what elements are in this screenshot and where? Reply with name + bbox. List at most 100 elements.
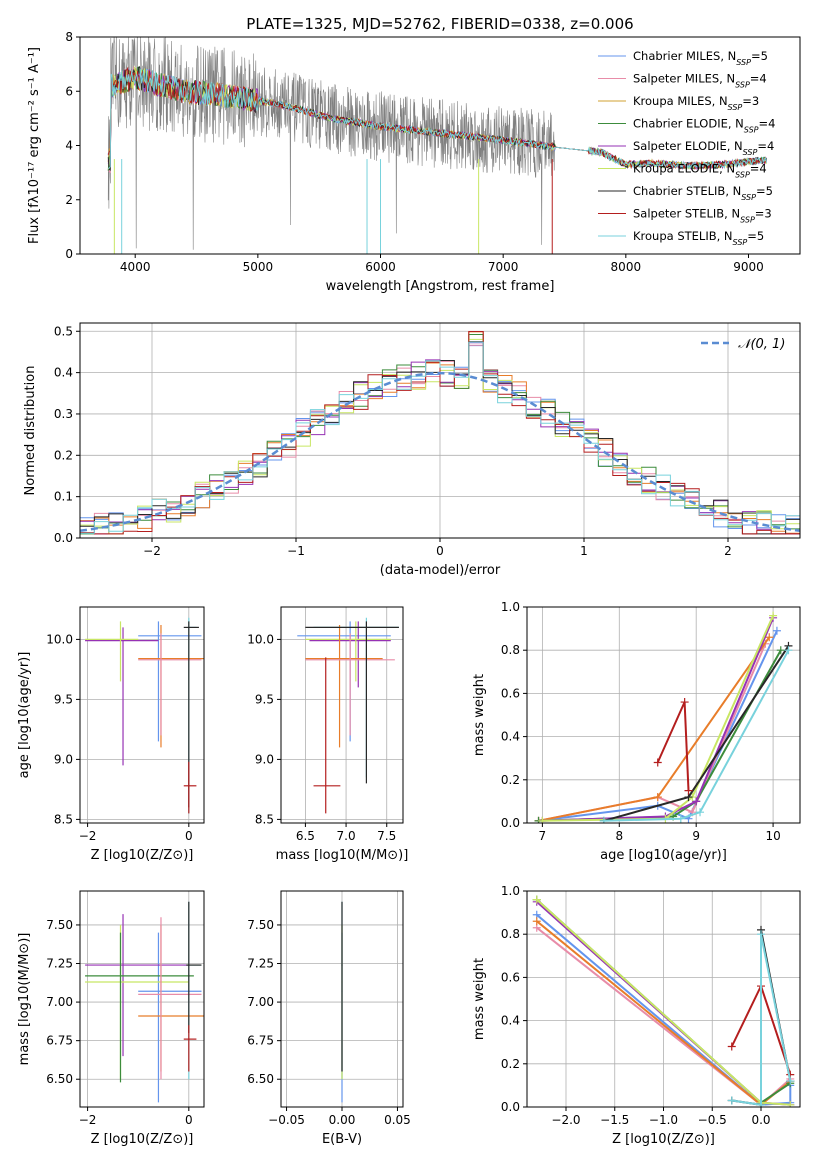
x-tick-label: 4000 (120, 260, 151, 274)
y-tick-label: 0.1 (54, 490, 73, 504)
legend-nssp: =4 (750, 72, 767, 86)
x-axis-label: Z [log10(Z/Z⊙)] (91, 848, 194, 863)
gaussian-curve (80, 371, 800, 533)
x-tick-label: −0.05 (268, 1113, 305, 1127)
legend-nssp: =5 (756, 184, 773, 198)
panel-age_vs_Z: −2 0 8.5 9.0 9.5 10.0 Z [log10(Z/Z⊙)] age [log1… (17, 606, 205, 863)
y-tick-label: 9.0 (255, 752, 274, 766)
y-axis-label: mass weight (472, 674, 487, 756)
y-tick-label: 0.3 (54, 407, 73, 421)
weight-marker (684, 786, 693, 795)
x-axis-label: Z [log10(Z/Z⊙)] (91, 1132, 194, 1147)
weight-marker (599, 816, 608, 823)
weight-marker (680, 698, 689, 707)
errorbar-point (138, 621, 202, 742)
legend-entry: Salpeter STELIB, NSSP=3 (633, 207, 772, 225)
legend-subscript: SSP (733, 238, 748, 247)
weight-marker (696, 808, 705, 817)
y-tick-label: 0.8 (501, 927, 520, 941)
figure-title: PLATE=1325, MJD=52762, FIBERID=0338, z=0… (246, 15, 633, 33)
y-tick-label: 0.4 (501, 1014, 520, 1028)
weight-series (653, 698, 693, 795)
x-tick-label: 2 (724, 544, 732, 558)
y-tick-label: 7.25 (247, 957, 274, 971)
y-tick-label: 10.0 (46, 632, 73, 646)
y-tick-label: 10.0 (247, 632, 274, 646)
legend-subscript: SSP (743, 148, 758, 157)
x-axis-label: age [log10(age/yr)] (600, 848, 727, 863)
y-tick-label: 0.8 (501, 643, 520, 657)
y-tick-label: 1.0 (501, 600, 520, 614)
legend-subscript: SSP (740, 215, 755, 224)
legend-subscript: SSP (735, 170, 750, 179)
observed-spectrum-line (107, 37, 555, 250)
legend-subscript: SSP (728, 103, 743, 112)
legend-nssp: =5 (751, 49, 768, 63)
legend-entry: Chabrier MILES, NSSP=5 (633, 49, 768, 67)
errorbar-point (183, 1025, 197, 1072)
x-tick-label: 7.0 (337, 829, 356, 843)
legend-nssp: =5 (747, 229, 764, 243)
x-tick-label: −2 (143, 544, 161, 558)
legend-entry: Salpeter ELODIE, NSSP=4 (633, 139, 774, 157)
y-tick-label: 1.0 (501, 884, 520, 898)
weight-marker (757, 930, 765, 939)
x-tick-label: 0 (185, 1113, 193, 1127)
y-axis-label: Normed distribution (23, 366, 38, 496)
errorbar-point (183, 901, 202, 1080)
plot-area (532, 895, 795, 1107)
x-tick-label: 10 (765, 829, 780, 843)
x-axis-label: (data-model)/error (380, 563, 501, 578)
y-tick-label: 0.4 (501, 730, 520, 744)
errorbar-point (183, 761, 197, 814)
legend-entry: Kroupa ELODIE, NSSP=4 (633, 162, 767, 180)
errorbar-point (138, 924, 204, 1072)
y-tick-label: 0.6 (501, 686, 520, 700)
x-tick-label: −2 (79, 1113, 97, 1127)
weight-marker (786, 1077, 795, 1086)
plot-area (80, 331, 800, 535)
y-tick-label: 6.75 (46, 1034, 73, 1048)
y-axis-label: mass weight (472, 958, 487, 1040)
y-tick-label: 7.00 (247, 995, 274, 1009)
y-tick-label: 7.50 (247, 918, 274, 932)
errorbar-point (305, 621, 391, 682)
weight-series (599, 646, 793, 823)
plot-area (85, 901, 204, 1103)
legend-subscript: SSP (735, 80, 750, 89)
y-tick-label: 6.50 (247, 1072, 274, 1086)
y-tick-label: 0 (65, 247, 73, 261)
panel-mass_vs_EBV: −0.05 0.00 0.05 6.50 6.75 7.00 7.25 7.50 E(B-V) (247, 890, 411, 1147)
weight-line (542, 617, 775, 822)
errorbar-point (305, 625, 383, 748)
weight-marker (727, 1096, 736, 1105)
x-tick-label: 0 (185, 829, 193, 843)
axes-frame (526, 606, 801, 824)
x-tick-label: 0.05 (384, 1113, 411, 1127)
errorbar-point (85, 621, 139, 682)
weight-marker (765, 633, 774, 642)
errorbar-point (138, 932, 202, 1103)
x-axis-label: E(B-V) (322, 1132, 362, 1147)
errorbar-point (183, 621, 199, 808)
legend-entry: Salpeter MILES, NSSP=4 (633, 72, 767, 90)
y-tick-label: 9.0 (54, 752, 73, 766)
x-tick-label: 7 (539, 829, 547, 843)
y-tick-label: 0.2 (501, 773, 520, 787)
legend-entry: 𝒩(0, 1) (738, 337, 785, 352)
weight-marker (692, 797, 701, 806)
errorbar-point (341, 901, 343, 1072)
x-axis-label: Z [log10(Z/Z⊙)] (612, 1132, 715, 1147)
axes-frame (280, 606, 404, 824)
y-tick-label: 8.5 (54, 812, 73, 826)
weight-line (538, 630, 778, 822)
y-tick-label: 0.6 (501, 970, 520, 984)
weight-marker (653, 793, 662, 802)
y-tick-label: 0.2 (54, 448, 73, 462)
y-tick-label: 0.0 (54, 531, 73, 545)
weight-marker (532, 917, 541, 926)
legend-entry: Kroupa MILES, NSSP=3 (633, 94, 759, 112)
weight-marker (676, 814, 685, 823)
y-tick-label: 0.0 (501, 816, 520, 830)
